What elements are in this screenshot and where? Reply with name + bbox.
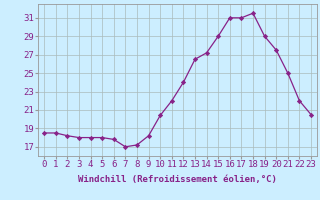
X-axis label: Windchill (Refroidissement éolien,°C): Windchill (Refroidissement éolien,°C) bbox=[78, 175, 277, 184]
